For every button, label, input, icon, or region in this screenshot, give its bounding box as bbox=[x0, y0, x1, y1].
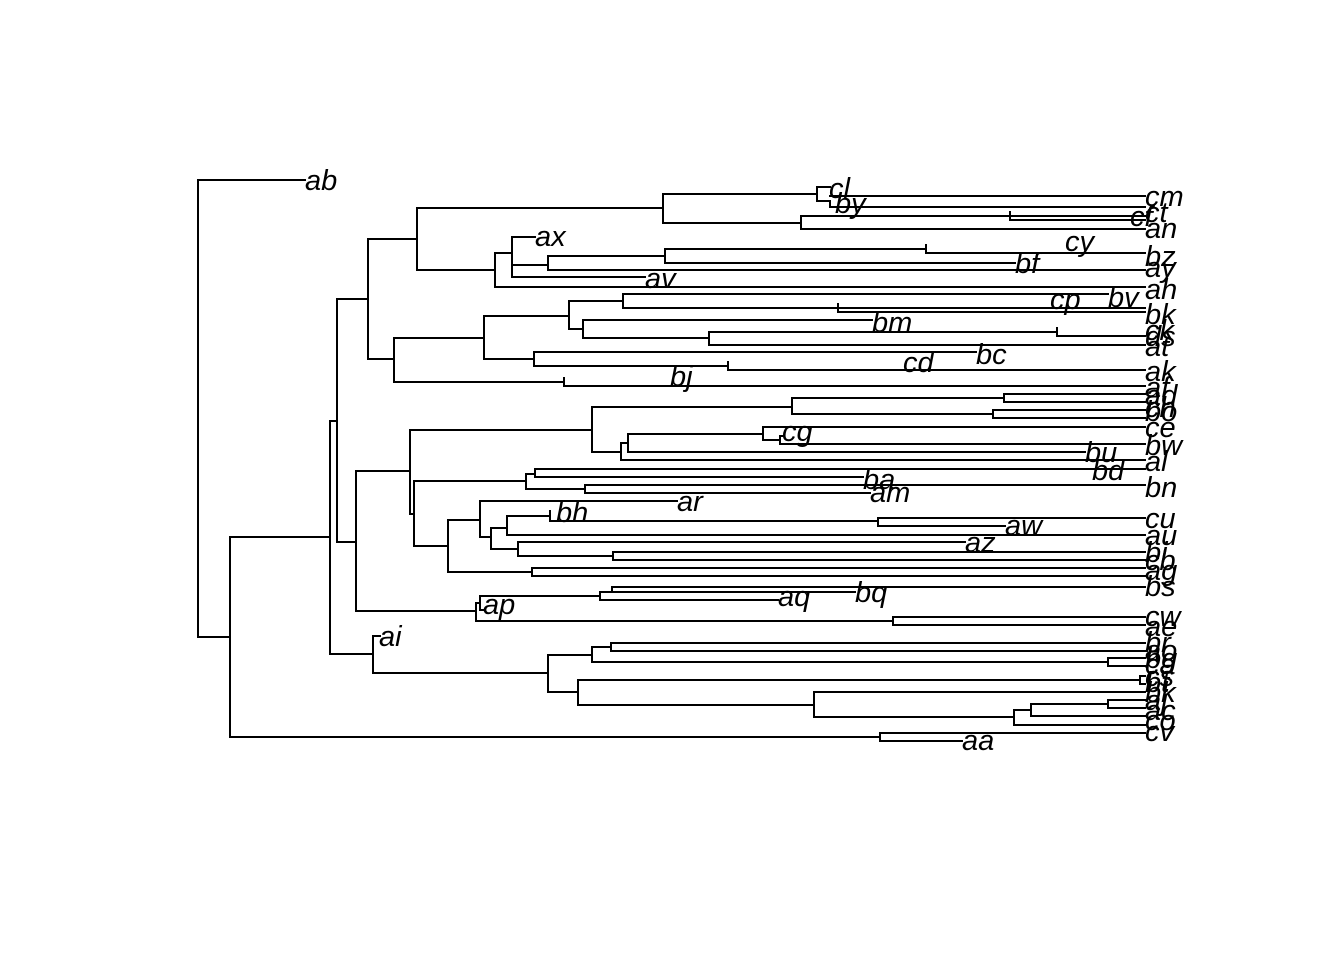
tip-label-ax: ax bbox=[535, 221, 567, 253]
tip-label-bk-2: bk bbox=[1145, 677, 1177, 709]
tip-label-co: co bbox=[1145, 705, 1176, 737]
tip-label-ay: ay bbox=[1145, 252, 1177, 284]
tip-label-am: am bbox=[870, 477, 910, 509]
tip-labels: ab cm cl by cf ct an ax cy bz bf ay av a… bbox=[305, 165, 1184, 757]
tip-label-cf: cf bbox=[1130, 201, 1156, 233]
tip-label-br: br bbox=[1145, 627, 1172, 659]
tip-label-au: au bbox=[1145, 520, 1177, 552]
tip-label-bg: bg bbox=[1145, 643, 1177, 675]
tip-label-an: an bbox=[1145, 213, 1177, 245]
tip-label-av: av bbox=[645, 263, 677, 295]
tip-label-ab: ab bbox=[305, 165, 337, 197]
tip-label-bn: bn bbox=[1145, 472, 1177, 504]
tip-label-bk: bk bbox=[1145, 299, 1177, 331]
tip-label-cp: cp bbox=[1050, 284, 1081, 316]
tip-label-bs: bs bbox=[1145, 571, 1176, 603]
tip-label-ba: ba bbox=[863, 464, 895, 496]
tip-label-ds: ds bbox=[1145, 321, 1176, 353]
tip-label-at: at bbox=[1145, 331, 1171, 363]
tip-label-bc: bc bbox=[976, 339, 1007, 371]
tip-label-aa: aa bbox=[962, 725, 994, 757]
tip-label-ai: ai bbox=[379, 621, 403, 653]
tip-label-af: af bbox=[1145, 372, 1172, 404]
tip-label-bj: bj bbox=[670, 361, 694, 393]
tip-label-cg: cg bbox=[782, 416, 813, 448]
tip-label-bw: bw bbox=[1145, 430, 1184, 462]
tip-label-bt: bt bbox=[1145, 667, 1171, 699]
tip-label-cu: cu bbox=[1145, 503, 1176, 535]
tip-label-bh: bh bbox=[556, 497, 588, 529]
tip-label-bu: bu bbox=[1085, 437, 1117, 469]
tip-label-ar: ar bbox=[677, 486, 704, 518]
tip-label-bi: bi bbox=[1145, 537, 1169, 569]
tip-label-cy: cy bbox=[1065, 226, 1096, 258]
tip-label-ca: ca bbox=[1145, 649, 1176, 681]
tip-label-ct: ct bbox=[1145, 197, 1170, 229]
tip-label-bf: bf bbox=[1015, 248, 1042, 280]
tip-label-bz: bz bbox=[1145, 241, 1176, 273]
tip-label-aq: aq bbox=[778, 581, 810, 613]
tip-label-aw: aw bbox=[1005, 510, 1044, 542]
tip-label-aj: aj bbox=[1145, 685, 1169, 717]
tip-label-cd: cd bbox=[903, 347, 935, 379]
tip-label-ag: ag bbox=[1145, 555, 1177, 587]
tip-label-cm: cm bbox=[1145, 181, 1184, 213]
tip-label-ae: ae bbox=[1145, 611, 1177, 643]
tip-label-ck: ck bbox=[1145, 315, 1176, 347]
tip-label-az: az bbox=[965, 527, 996, 559]
tip-label-bd: bd bbox=[1092, 455, 1125, 487]
tip-label-cv: cv bbox=[1145, 716, 1176, 748]
tip-label-ch: ch bbox=[1145, 392, 1176, 424]
tip-label-cb: cb bbox=[1145, 545, 1176, 577]
tip-label-bq: bq bbox=[855, 577, 887, 609]
tree-edges bbox=[197, 179, 1146, 742]
tip-label-bv: bv bbox=[1108, 282, 1140, 314]
tip-label-ad: ad bbox=[1145, 380, 1178, 412]
tip-label-by: by bbox=[835, 188, 867, 220]
tip-label-bm: bm bbox=[872, 307, 912, 339]
tip-label-ao: ao bbox=[1145, 635, 1177, 667]
tip-label-cs: cs bbox=[1145, 661, 1174, 693]
tip-label-ak: ak bbox=[1145, 356, 1177, 388]
tip-label-ce: ce bbox=[1145, 412, 1176, 444]
tip-label-cw: cw bbox=[1145, 601, 1183, 633]
tip-label-bo: bo bbox=[1145, 396, 1177, 428]
tip-label-ah: ah bbox=[1145, 274, 1177, 306]
tip-label-ap: ap bbox=[483, 589, 515, 621]
tip-label-al: al bbox=[1145, 446, 1169, 478]
tip-label-ac: ac bbox=[1145, 695, 1176, 727]
tip-label-cl: cl bbox=[829, 173, 852, 205]
